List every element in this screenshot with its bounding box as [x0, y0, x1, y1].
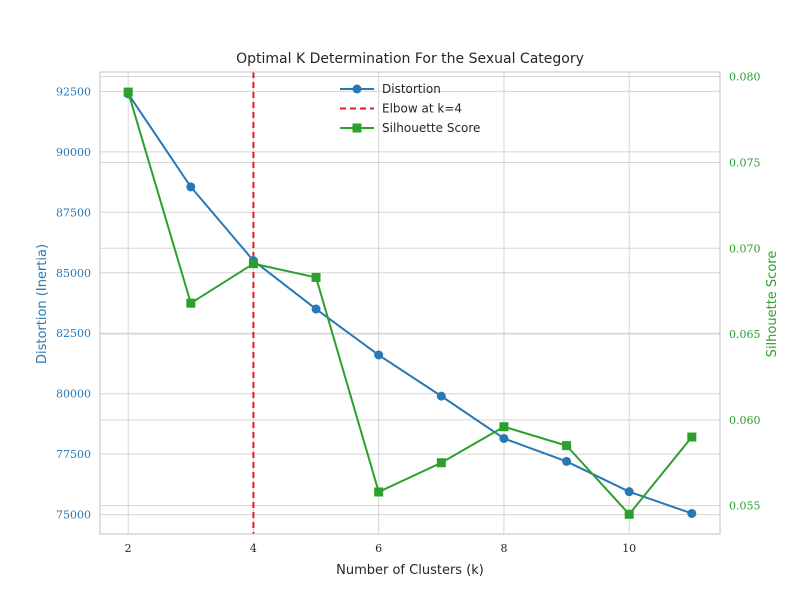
chart-title: Optimal K Determination For the Sexual C…	[236, 51, 584, 67]
y-right-tick-label: 0.065	[729, 328, 761, 341]
distortion-point	[374, 350, 384, 360]
y-left-tick-label: 75000	[56, 509, 91, 522]
y-axis-right-label: Silhouette Score	[765, 251, 780, 358]
plot-area	[123, 72, 697, 534]
y-axis-left-label: Distortion (Inertia)	[35, 244, 50, 364]
silhouette-point	[123, 87, 133, 97]
plot-frame	[99, 71, 721, 535]
legend: Distortion Elbow at k=4 Silhouette Score	[340, 82, 480, 135]
x-axis-label: Number of Clusters (k)	[336, 563, 484, 578]
silhouette-point	[624, 509, 634, 519]
distortion-point	[499, 433, 509, 443]
y-left-tick-label: 92500	[56, 85, 91, 98]
y-right-tick-label: 0.060	[729, 414, 761, 427]
y-right-tick-label: 0.080	[729, 71, 761, 84]
x-tick-label: 10	[622, 542, 636, 555]
y-left-tick-label: 87500	[56, 206, 91, 219]
y-left-tick-label: 77500	[56, 448, 91, 461]
distortion-point	[311, 304, 321, 314]
silhouette-point	[499, 422, 509, 432]
y-left-tick-label: 90000	[56, 146, 91, 159]
silhouette-line	[127, 91, 693, 516]
silhouette-point	[436, 458, 446, 468]
legend-silhouette-label: Silhouette Score	[382, 121, 480, 135]
distortion-point	[562, 456, 572, 466]
y-right-tick-label: 0.070	[729, 242, 761, 255]
axes: 2 4 6 8 10 75000 77500 80000 82500 85000 87500 9000…	[56, 71, 761, 555]
y-left-tick-label: 80000	[56, 388, 91, 401]
y-right-tick-label: 0.075	[729, 156, 761, 169]
silhouette-point	[374, 487, 384, 497]
distortion-line	[127, 93, 693, 515]
x-tick-label: 8	[500, 542, 507, 555]
legend-distortion-marker	[352, 84, 362, 94]
distortion-point	[624, 487, 634, 497]
silhouette-point	[311, 272, 321, 282]
legend-distortion-label: Distortion	[382, 82, 441, 96]
x-tick-label: 6	[375, 542, 382, 555]
distortion-point	[436, 391, 446, 401]
silhouette-point	[687, 432, 697, 442]
distortion-point	[687, 508, 697, 518]
distortion-point	[186, 182, 196, 192]
x-tick-label: 2	[125, 542, 132, 555]
grid	[100, 72, 720, 534]
legend-elbow-label: Elbow at k=4	[382, 102, 462, 116]
silhouette-point	[562, 441, 572, 451]
y-left-tick-label: 85000	[56, 267, 91, 280]
legend-silhouette-marker	[352, 123, 362, 133]
silhouette-point	[186, 298, 196, 308]
y-right-tick-label: 0.055	[729, 500, 761, 513]
y-left-tick-label: 82500	[56, 327, 91, 340]
silhouette-point	[248, 259, 258, 269]
x-tick-label: 4	[250, 542, 257, 555]
